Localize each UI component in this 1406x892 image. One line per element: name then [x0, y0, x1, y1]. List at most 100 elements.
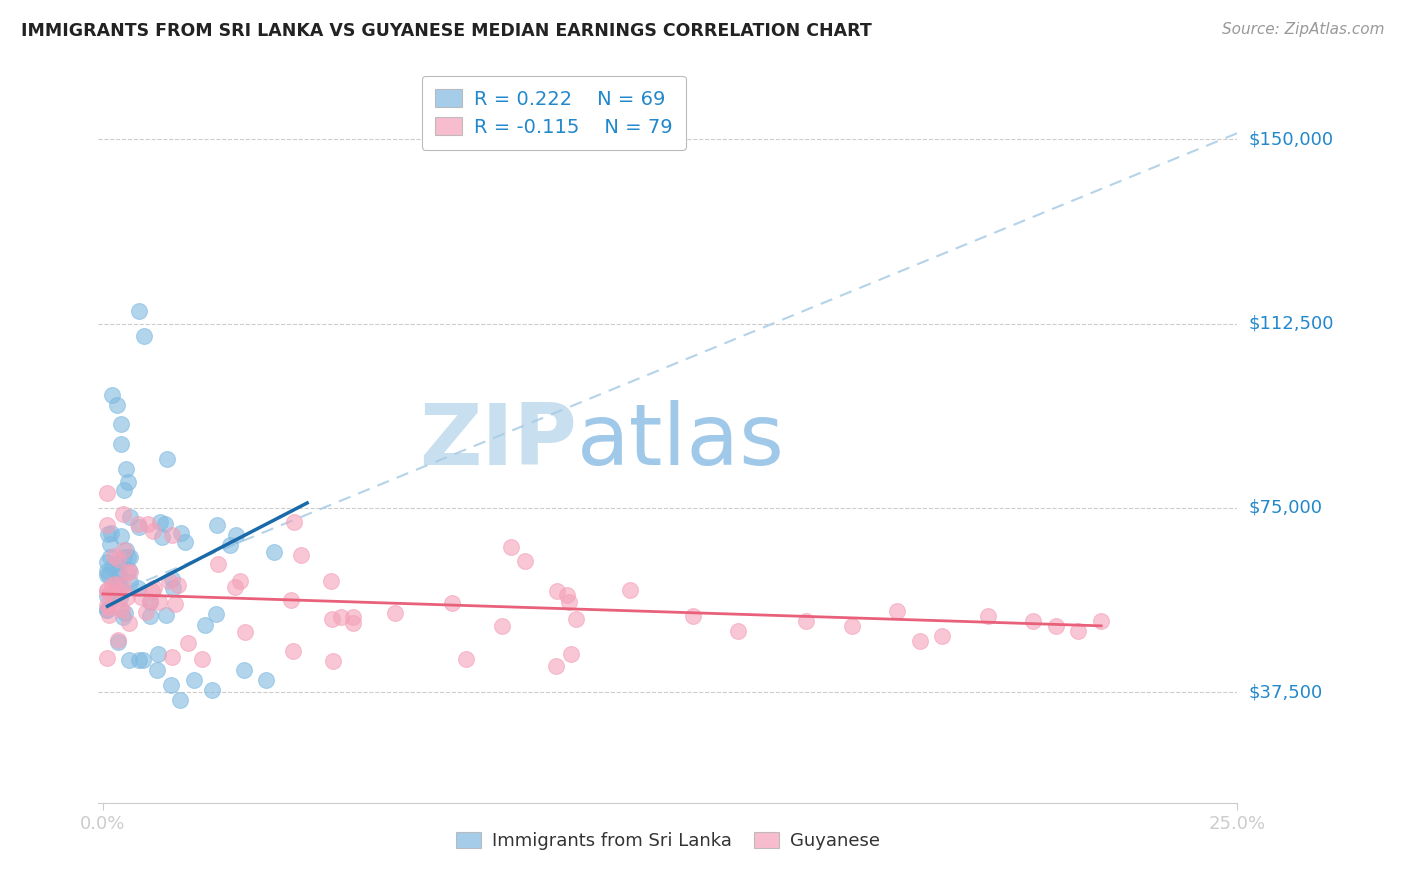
Point: [160, 649, 183, 664]
Text: $112,500: $112,500: [1249, 315, 1334, 333]
Point: [224, 581, 246, 595]
Text: IMMIGRANTS FROM SRI LANKA VS GUYANESE MEDIAN EARNINGS CORRELATION CHART: IMMIGRANTS FROM SRI LANKA VS GUYANESE ME…: [21, 22, 872, 40]
Point: [128, 653, 150, 667]
Point: [96, 555, 118, 569]
Point: [342, 616, 364, 631]
Point: [108, 601, 131, 615]
Point: [107, 632, 129, 647]
Point: [177, 636, 200, 650]
Point: [107, 576, 129, 591]
Point: [114, 461, 136, 475]
Point: [254, 673, 277, 687]
Point: [141, 584, 163, 599]
Point: [546, 659, 568, 673]
Point: [96, 565, 118, 579]
Text: atlas: atlas: [576, 400, 785, 483]
Point: [235, 625, 257, 640]
Point: [132, 653, 155, 667]
Legend: Immigrants from Sri Lanka, Guyanese: Immigrants from Sri Lanka, Guyanese: [447, 822, 889, 859]
Point: [135, 605, 157, 619]
Point: [96, 517, 118, 532]
Point: [138, 516, 160, 531]
Point: [281, 644, 304, 658]
Point: [115, 565, 138, 579]
Point: [112, 483, 135, 497]
Point: [794, 614, 817, 628]
Point: [546, 584, 568, 599]
Point: [170, 525, 193, 540]
Point: [111, 578, 134, 592]
Point: [201, 682, 224, 697]
Point: [118, 565, 141, 579]
Point: [342, 610, 364, 624]
Point: [101, 388, 124, 402]
Point: [96, 584, 118, 599]
Point: [129, 591, 152, 605]
Point: [96, 603, 118, 617]
Point: [191, 652, 214, 666]
Point: [908, 633, 931, 648]
Point: [977, 609, 1000, 624]
Point: [160, 528, 183, 542]
Point: [96, 582, 118, 597]
Point: [139, 595, 162, 609]
Point: [110, 437, 132, 451]
Point: [100, 537, 122, 551]
Text: $150,000: $150,000: [1249, 130, 1333, 148]
Point: [138, 609, 160, 624]
Point: [290, 549, 312, 563]
Point: [280, 593, 302, 607]
Point: [127, 581, 149, 595]
Point: [194, 617, 217, 632]
Point: [148, 647, 170, 661]
Point: [162, 573, 184, 587]
Point: [112, 549, 135, 564]
Point: [148, 595, 170, 609]
Point: [105, 398, 128, 412]
Point: [163, 597, 186, 611]
Point: [232, 663, 254, 677]
Point: [143, 581, 166, 595]
Point: [931, 629, 953, 643]
Point: [1022, 614, 1045, 628]
Point: [128, 304, 150, 318]
Point: [1045, 619, 1067, 633]
Point: [886, 604, 908, 618]
Point: [107, 566, 129, 580]
Point: [560, 648, 582, 662]
Point: [117, 563, 139, 577]
Point: [111, 603, 134, 617]
Point: [96, 486, 118, 500]
Point: [146, 663, 169, 677]
Point: [619, 582, 641, 597]
Point: [501, 540, 523, 554]
Point: [155, 451, 177, 466]
Point: [103, 549, 125, 563]
Point: [117, 549, 139, 564]
Point: [96, 650, 118, 665]
Point: [329, 610, 352, 624]
Point: [384, 607, 406, 621]
Point: [96, 603, 118, 617]
Point: [108, 591, 131, 606]
Point: [108, 579, 131, 593]
Point: [117, 475, 139, 490]
Point: [228, 574, 250, 588]
Point: [112, 542, 135, 557]
Point: [115, 590, 138, 604]
Point: [96, 598, 118, 612]
Point: [205, 607, 228, 622]
Point: [118, 653, 141, 667]
Point: [183, 673, 205, 687]
Point: [97, 599, 120, 614]
Point: [160, 678, 183, 692]
Point: [440, 596, 463, 610]
Point: [118, 616, 141, 631]
Point: [120, 574, 142, 589]
Point: [115, 542, 138, 557]
Point: [157, 574, 180, 589]
Text: $37,500: $37,500: [1249, 683, 1323, 701]
Point: [100, 560, 122, 574]
Text: Source: ZipAtlas.com: Source: ZipAtlas.com: [1222, 22, 1385, 37]
Point: [97, 527, 120, 541]
